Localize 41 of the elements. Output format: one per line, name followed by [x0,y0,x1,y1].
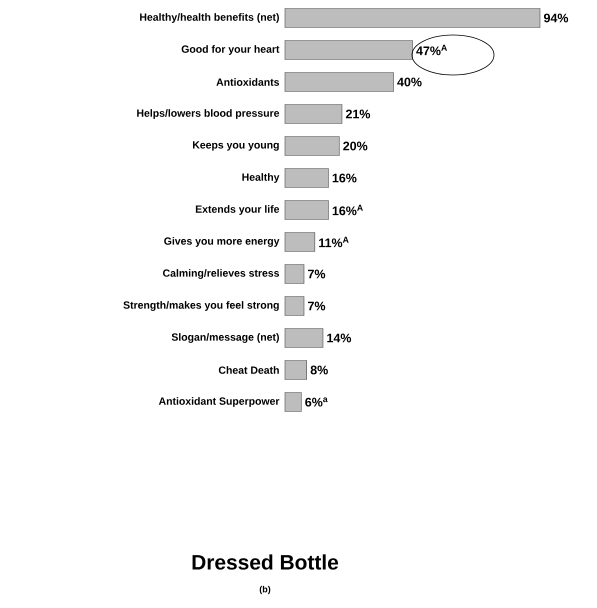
bar [284,168,329,188]
data-label: 14% [327,334,352,342]
y-tick-label: Slogan/message (net) [172,333,279,343]
y-tick-label: Strength/makes you feel strong [123,301,279,311]
bar [284,40,413,60]
text: Dressed Bottle [192,554,338,570]
bar [284,8,540,28]
data-label: 7% [308,302,326,310]
data-label: 47%$^{A}$ [416,44,448,56]
bar [284,264,304,284]
y-tick-label: Antioxidant Superpower [158,397,280,407]
y-tick-label: Gives you more energy [164,237,280,247]
y-tick-label: Extends your life [196,205,280,215]
data-label: 7% [308,270,326,278]
data-label: 8% [310,366,328,374]
data-label: 16%$^{A}$ [332,204,363,216]
bar [284,72,394,92]
bar [284,296,304,316]
bar [284,136,340,156]
y-tick-label: Healthy [242,173,280,183]
y-tick-label: Healthy/health benefits (net) [140,13,279,23]
y-tick-label: Helps/lowers blood pressure [137,109,280,119]
data-label: 21% [346,110,370,118]
bar [284,232,316,252]
bar [284,328,324,348]
data-label: 40% [397,78,422,86]
bar [284,392,302,412]
data-label: 94% [544,14,568,22]
y-tick-label: Good for your heart [182,45,280,55]
y-tick-label: Antioxidants [216,78,280,86]
y-tick-label: Calming/relieves stress [163,269,280,279]
data-label: 16% [332,174,357,182]
bar [284,360,307,380]
y-tick-label: Cheat Death [218,366,279,374]
bar [284,200,329,220]
bar [284,104,342,124]
data-label: 6%$^{a}$ [305,397,328,407]
data-label: 11%$^{A}$ [319,236,349,248]
data-label: 20% [343,142,368,150]
y-tick-label: Keeps you young [192,141,279,151]
text: (b) [260,586,270,594]
